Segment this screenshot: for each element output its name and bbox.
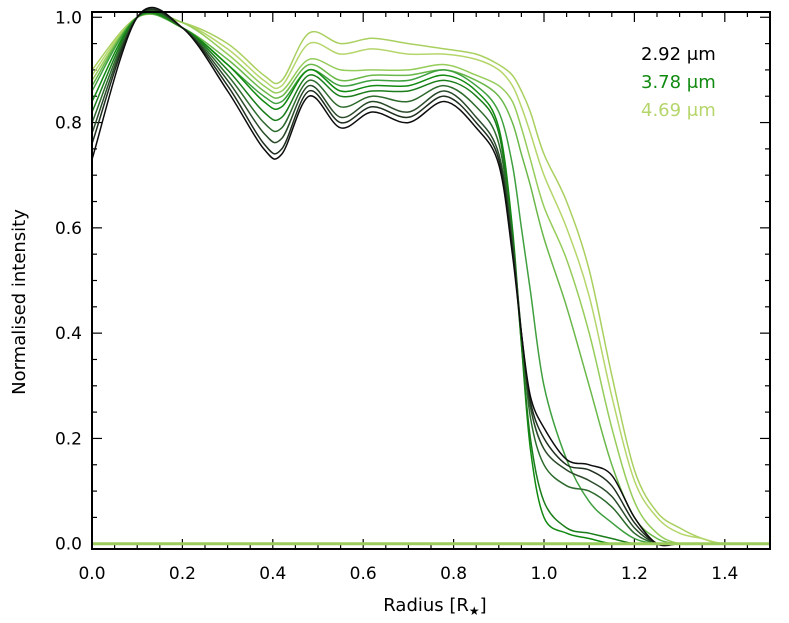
y-axis-title: Normalised intensity [9, 209, 30, 395]
x-tick-label: 0.4 [259, 564, 286, 584]
legend: 2.92 μm 3.78 μm 4.69 μm [641, 44, 716, 121]
x-axis-title: Radius [R★] [383, 595, 486, 618]
series-line-3-4-m [91, 10, 770, 546]
y-tick-label: 0.6 [55, 219, 82, 239]
y-tick-label: 1.0 [55, 8, 82, 28]
x-tick-label: 0.6 [350, 564, 377, 584]
x-tick-label: 1.4 [711, 564, 738, 584]
legend-entry-4-69um: 4.69 μm [641, 100, 716, 121]
series-line-4-69-m-b [91, 13, 771, 545]
x-tick-label: 1.2 [621, 564, 648, 584]
series-line-4-45-m [91, 12, 770, 546]
y-tick-label: 0.2 [55, 429, 82, 449]
legend-entry-2-92um: 2.92 μm [641, 44, 716, 65]
plot-frame [91, 11, 771, 550]
series-line-2-92-m-a [91, 6, 770, 547]
y-tick-label: 0.0 [55, 535, 82, 555]
x-tick-label: 1.0 [530, 564, 557, 584]
x-tick-label: 0.0 [78, 564, 105, 584]
legend-entry-3-78um: 3.78 μm [641, 72, 716, 93]
series-line-3-2-m [91, 9, 770, 546]
y-tick-label: 0.4 [55, 324, 82, 344]
series-line-2-92-m-b [91, 8, 770, 546]
y-tick-labels: 0.0 0.2 0.4 0.6 0.8 1.0 [55, 8, 82, 554]
series-line-4-69-m-a [91, 12, 771, 545]
series-line-4-2-m [91, 13, 770, 545]
x-tick-label: 0.2 [169, 564, 196, 584]
series-lines [91, 6, 771, 547]
y-tick-label: 0.8 [55, 114, 82, 134]
x-tick-labels: 0.0 0.2 0.4 0.6 0.8 1.0 1.2 1.4 [78, 564, 738, 584]
x-tick-label: 0.8 [440, 564, 467, 584]
